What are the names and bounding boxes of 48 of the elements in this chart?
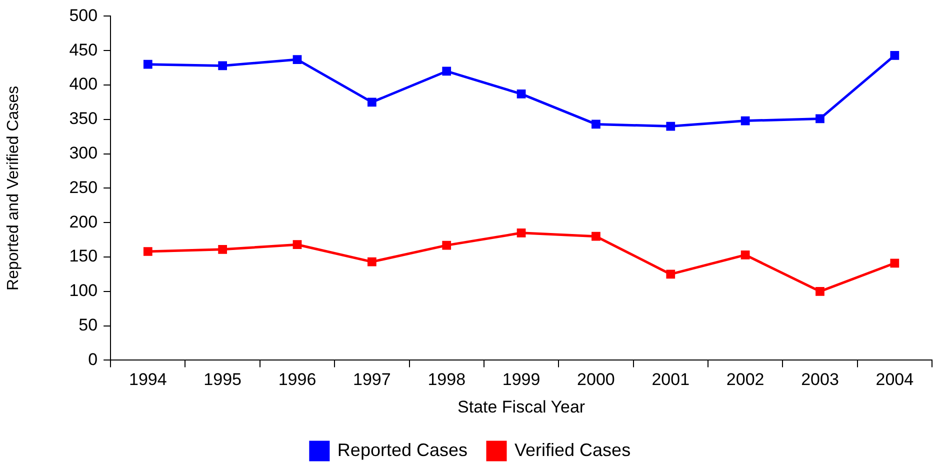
y-tick-label: 100 <box>69 281 98 300</box>
point <box>740 250 750 260</box>
y-tick-label: 200 <box>69 212 98 232</box>
point <box>442 66 452 76</box>
point <box>740 116 750 126</box>
point <box>592 120 600 129</box>
point <box>666 270 676 279</box>
y-tick-label: 400 <box>69 74 98 94</box>
point <box>218 245 228 254</box>
x-tick-label: 2003 <box>801 370 839 390</box>
point <box>666 122 676 131</box>
point <box>516 90 526 98</box>
y-tick-label: 300 <box>69 143 98 162</box>
y-tick-label: 450 <box>69 40 98 60</box>
x-tick-label: 1996 <box>278 370 316 390</box>
y-tick-label: 50 <box>78 315 98 334</box>
point <box>143 60 152 69</box>
y-tick-label: 150 <box>69 246 98 266</box>
y-tick-label: 250 <box>69 178 98 197</box>
x-tick-label: 1995 <box>204 370 242 390</box>
point <box>816 114 824 124</box>
point <box>816 286 824 296</box>
x-tick-label: 1999 <box>502 370 540 390</box>
y-tick-label: 350 <box>69 109 98 128</box>
x-axis-title: State Fiscal Year <box>457 397 586 416</box>
x-tick-label: 1998 <box>428 370 466 390</box>
x-tick-label: 1994 <box>128 370 167 390</box>
x-tick-label: 1997 <box>353 370 391 390</box>
point <box>292 55 302 64</box>
point <box>368 98 376 107</box>
point <box>218 61 228 70</box>
point <box>143 247 152 256</box>
point <box>890 258 900 268</box>
point <box>442 240 452 250</box>
y-tick-label: 500 <box>69 6 98 25</box>
y-tick-label: 0 <box>88 350 98 369</box>
legend-label: Verified Cases <box>514 440 631 460</box>
x-tick-label: 2004 <box>876 370 914 390</box>
x-tick-label: 2002 <box>726 370 764 390</box>
y-axis-title: Reported and Verified Cases <box>5 86 22 290</box>
point <box>368 257 376 266</box>
point <box>592 232 600 241</box>
x-tick-label: 2001 <box>652 370 690 390</box>
point <box>516 228 526 238</box>
legend-label: Reported Cases <box>337 440 468 460</box>
point <box>890 50 900 60</box>
x-tick-label: 2000 <box>577 370 615 390</box>
point <box>292 240 302 250</box>
